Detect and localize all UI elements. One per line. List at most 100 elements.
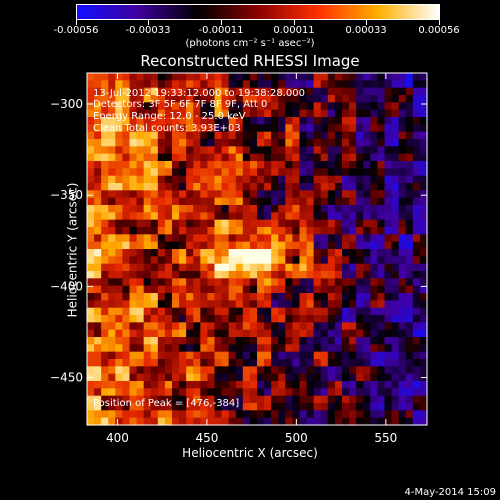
heatmap-cell (249, 293, 258, 301)
heatmap-cell (228, 95, 237, 103)
heatmap-cell (349, 153, 357, 162)
heatmap-cell (398, 388, 407, 397)
heatmap-cell (377, 300, 386, 309)
heatmap-cell (200, 300, 209, 309)
heatmap-cell (292, 153, 301, 162)
heatmap-cell (363, 249, 371, 257)
heatmap-cell (242, 197, 251, 206)
heatmap-cell (320, 344, 329, 353)
colorbar-units: (photons cm⁻² s⁻¹ asec⁻²) (185, 38, 315, 49)
heatmap-cell (285, 87, 294, 96)
heatmap-cell (157, 271, 166, 279)
heatmap-cell (264, 395, 272, 404)
heatmap-cell (306, 153, 315, 162)
heatmap-cell (94, 271, 102, 279)
heatmap-cell (405, 417, 414, 426)
heatmap-cell (207, 153, 216, 162)
heatmap-cell (342, 285, 350, 294)
heatmap-cell (150, 307, 159, 316)
heatmap-cell (129, 161, 138, 169)
heatmap-cell (87, 293, 95, 301)
heatmap-cell (363, 307, 371, 316)
heatmap-cell (242, 131, 251, 140)
heatmap-cell (101, 87, 109, 96)
heatmap-cell (419, 278, 428, 287)
heatmap-cell (419, 190, 428, 199)
heatmap-cell (342, 293, 350, 301)
heatmap-cell (292, 395, 301, 404)
heatmap-cell (313, 117, 322, 125)
heatmap-cell (150, 139, 159, 147)
heatmap-cell (87, 329, 95, 338)
heatmap-cell (412, 388, 421, 397)
heatmap-cell (101, 168, 109, 177)
heatmap-cell (342, 329, 350, 338)
heatmap-cell (349, 131, 357, 140)
heatmap-cell (101, 293, 109, 301)
heatmap-cell (87, 403, 95, 411)
heatmap-cell (242, 80, 251, 89)
heatmap-cell (129, 315, 138, 323)
heatmap-cell (391, 337, 400, 345)
heatmap-cell (320, 293, 329, 301)
heatmap-cell (186, 395, 194, 404)
heatmap-cell (214, 102, 223, 111)
heatmap-cell (334, 139, 343, 147)
heatmap-cell (278, 197, 286, 206)
heatmap-cell (101, 329, 109, 338)
heatmap-cell (313, 293, 322, 301)
heatmap-cell (207, 256, 216, 265)
heatmap-cell (419, 73, 428, 81)
heatmap-cell (292, 124, 301, 133)
heatmap-cell (412, 278, 421, 287)
heatmap-cell (257, 403, 265, 411)
heatmap-cell (257, 131, 265, 140)
heatmap-cell (172, 256, 180, 265)
heatmap-cell (242, 87, 251, 96)
heatmap-cell (306, 146, 315, 155)
heatmap-cell (271, 285, 279, 294)
heatmap-cell (320, 87, 329, 96)
heatmap-cell (242, 227, 251, 235)
heatmap-cell (370, 417, 379, 426)
heatmap-cell (207, 183, 216, 191)
heatmap-cell (115, 153, 124, 162)
heatmap-cell (285, 351, 294, 360)
heatmap-cell (377, 87, 386, 96)
heatmap-cell (115, 403, 124, 411)
heatmap-cell (313, 139, 322, 147)
heatmap-cell (342, 249, 350, 257)
heatmap-cell (221, 329, 230, 338)
heatmap-cell (334, 102, 343, 111)
heatmap-cell (129, 373, 138, 382)
heatmap-cell (278, 366, 286, 375)
heatmap-cell (249, 227, 258, 235)
heatmap-cell (334, 73, 343, 81)
heatmap-cell (398, 227, 407, 235)
heatmap-cell (292, 344, 301, 353)
heatmap-cell (384, 124, 393, 133)
heatmap-cell (164, 139, 173, 147)
heatmap-cell (242, 109, 251, 118)
heatmap-cell (214, 146, 223, 155)
heatmap-cell (228, 190, 237, 199)
heatmap-cell (228, 234, 237, 243)
heatmap-cell (271, 95, 279, 103)
heatmap-cell (363, 190, 371, 199)
heatmap-cell (405, 293, 414, 301)
heatmap-cell (356, 351, 364, 360)
heatmap-cell (164, 124, 173, 133)
heatmap-cell (101, 183, 109, 191)
y-tick-label: −400 (50, 279, 83, 293)
heatmap-cell (129, 109, 138, 118)
heatmap-cell (285, 315, 294, 323)
heatmap-cell (115, 102, 124, 111)
heatmap-cell (87, 410, 95, 419)
heatmap-cell (398, 73, 407, 81)
heatmap-cell (249, 366, 258, 375)
heatmap-cell (349, 395, 357, 404)
heatmap-cell (179, 337, 187, 345)
heatmap-cell (172, 344, 180, 353)
heatmap-cell (108, 315, 116, 323)
heatmap-cell (299, 395, 308, 404)
